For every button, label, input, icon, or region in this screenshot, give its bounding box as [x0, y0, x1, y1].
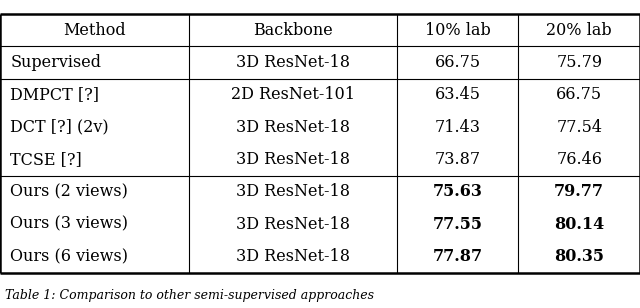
Text: 71.43: 71.43 [435, 119, 481, 136]
Text: 77.87: 77.87 [433, 248, 483, 265]
Text: 63.45: 63.45 [435, 86, 481, 103]
Text: 79.77: 79.77 [554, 183, 604, 200]
Text: Ours (3 views): Ours (3 views) [10, 216, 128, 233]
Text: 75.79: 75.79 [556, 54, 602, 71]
Text: Backbone: Backbone [253, 22, 333, 38]
Text: 3D ResNet-18: 3D ResNet-18 [236, 151, 350, 168]
Text: 3D ResNet-18: 3D ResNet-18 [236, 248, 350, 265]
Text: Ours (6 views): Ours (6 views) [10, 248, 128, 265]
Text: 3D ResNet-18: 3D ResNet-18 [236, 54, 350, 71]
Text: 20% lab: 20% lab [547, 22, 612, 38]
Text: 80.14: 80.14 [554, 216, 604, 233]
Text: 66.75: 66.75 [435, 54, 481, 71]
Text: 75.63: 75.63 [433, 183, 483, 200]
Text: Table 1: Comparison to other semi-supervised approaches: Table 1: Comparison to other semi-superv… [5, 289, 374, 302]
Text: TCSE [?]: TCSE [?] [10, 151, 82, 168]
Text: DMPCT [?]: DMPCT [?] [10, 86, 99, 103]
Text: 77.55: 77.55 [433, 216, 483, 233]
Text: 73.87: 73.87 [435, 151, 481, 168]
Text: 3D ResNet-18: 3D ResNet-18 [236, 183, 350, 200]
Text: DCT [?] (2v): DCT [?] (2v) [10, 119, 109, 136]
Text: 66.75: 66.75 [556, 86, 602, 103]
Text: 3D ResNet-18: 3D ResNet-18 [236, 119, 350, 136]
Text: Ours (2 views): Ours (2 views) [10, 183, 128, 200]
Text: 10% lab: 10% lab [425, 22, 490, 38]
Text: 76.46: 76.46 [556, 151, 602, 168]
Text: 2D ResNet-101: 2D ResNet-101 [231, 86, 355, 103]
Text: 77.54: 77.54 [556, 119, 602, 136]
Text: 80.35: 80.35 [554, 248, 604, 265]
Text: Supervised: Supervised [10, 54, 101, 71]
Text: 3D ResNet-18: 3D ResNet-18 [236, 216, 350, 233]
Text: Method: Method [63, 22, 125, 38]
